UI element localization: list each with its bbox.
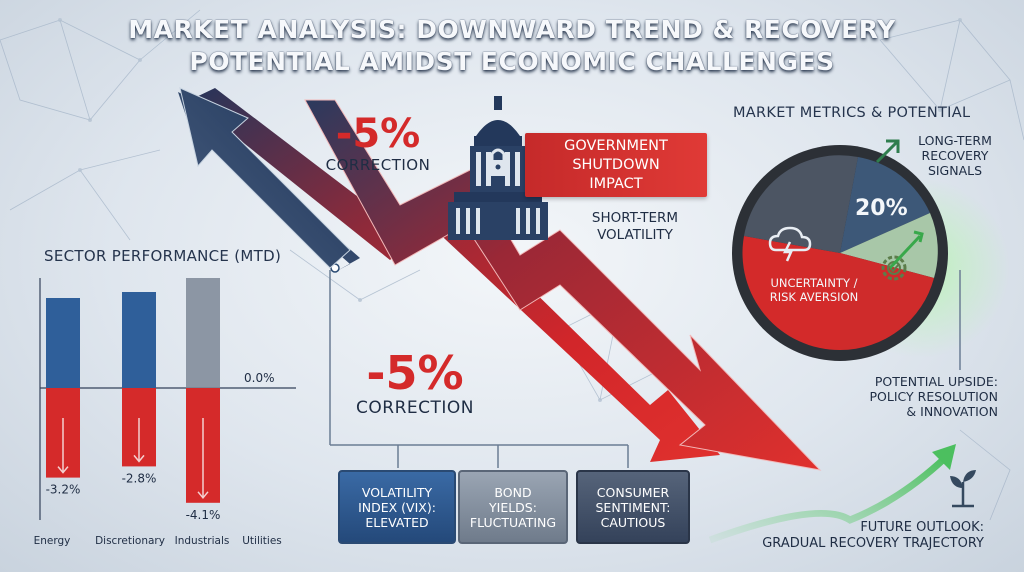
bar-upper-discretionary <box>122 292 156 388</box>
storm-cloud-icon <box>768 226 812 262</box>
sector-performance-chart: 0.0% -3.2% Energy -2.8% Discretionary -4.1% In… <box>34 278 296 547</box>
uncertainty-line-1: UNCERTAINTY / <box>770 276 858 290</box>
shutdown-impact-box: GOVERNMENT SHUTDOWN IMPACT <box>525 133 707 197</box>
sector-heading: SECTOR PERFORMANCE (MTD) <box>44 247 282 265</box>
downtrend-arrow-body <box>304 99 822 471</box>
consumer-line-1: CONSUMER <box>596 484 670 500</box>
long-term-line-1: LONG-TERM <box>918 133 992 148</box>
bar-value-label-energy: -3.2% <box>46 483 81 497</box>
long-term-signals: LONG-TERM RECOVERY SIGNALS <box>900 133 1010 178</box>
capitol-lock-icon <box>448 96 548 240</box>
correction-bottom-label: CORRECTION <box>356 398 474 418</box>
short-term-volatility: SHORT-TERM VOLATILITY <box>570 210 700 244</box>
short-term-line-2: VOLATILITY <box>597 227 673 243</box>
down-trend-arrow <box>190 88 720 462</box>
category-label-energy: Energy <box>34 535 71 547</box>
outlook-line-1: FUTURE OUTLOOK: <box>860 520 984 535</box>
vix-line-1: VOLATILITY <box>361 484 433 500</box>
correction-top-label: CORRECTION <box>325 156 431 174</box>
bar-upper-industrials <box>186 278 220 388</box>
consumer-line-3: CAUTIOUS <box>600 514 666 530</box>
correction-bottom-value: -5% <box>366 346 464 400</box>
uncertainty-text: UNCERTAINTY / RISK AVERSION <box>764 276 864 304</box>
zero-label: 0.0% <box>244 371 275 385</box>
up-arrow-icon <box>875 139 900 164</box>
pie-slice-green <box>840 213 938 278</box>
correction-bottom: -5% CORRECTION <box>345 348 485 418</box>
correction-top: -5% CORRECTION <box>318 112 438 174</box>
metrics-heading: MARKET METRICS & POTENTIAL <box>733 105 971 121</box>
category-label-industrials: Industrials <box>175 535 230 547</box>
upside-connector <box>959 270 961 370</box>
bar-value-label-discretionary: -2.8% <box>122 471 157 485</box>
metrics-pie-chart <box>732 145 1010 361</box>
title-line-2: POTENTIAL AMIDST ECONOMIC CHALLENGES <box>189 47 835 76</box>
vix-indicator-box: VOLATILITY INDEX (VIX): ELEVATED <box>338 470 456 544</box>
pie-slice-20 <box>840 157 930 253</box>
page-title: MARKET ANALYSIS: DOWNWARD TREND & RECOVE… <box>0 14 1024 78</box>
upside-line-1: POTENTIAL UPSIDE: <box>874 374 998 389</box>
upside-line-3: & INNOVATION <box>906 404 998 419</box>
bond-yields-box: BOND YIELDS: FLUCTUATING <box>458 470 568 544</box>
shutdown-line-2: SHUTDOWN <box>572 157 660 173</box>
long-term-line-3: SIGNALS <box>927 163 983 178</box>
bar-upper-energy <box>46 298 80 388</box>
uncertainty-line-2: RISK AVERSION <box>769 290 859 304</box>
consumer-sentiment-box: CONSUMER SENTIMENT: CAUTIOUS <box>576 470 690 544</box>
category-label-utilities: Utilities <box>242 535 282 547</box>
vix-line-3: ELEVATED <box>365 514 429 530</box>
title-line-1: MARKET ANALYSIS: DOWNWARD TREND & RECOVE… <box>128 15 896 44</box>
bar-value-label-industrials: -4.1% <box>186 508 221 522</box>
sprout-icon <box>950 470 976 508</box>
metrics-percent: 20% <box>855 196 908 221</box>
correction-top-value: -5% <box>335 111 421 157</box>
long-term-line-2: RECOVERY <box>921 148 989 163</box>
future-outlook: FUTURE OUTLOOK: GRADUAL RECOVERY TRAJECT… <box>760 520 984 552</box>
pie-slice-grey <box>744 155 858 253</box>
bond-line-3: FLUCTUATING <box>469 514 557 530</box>
shutdown-line-3: IMPACT <box>589 176 643 192</box>
category-label-discretionary: Discretionary <box>95 535 165 547</box>
upside-line-2: POLICY RESOLUTION <box>869 389 998 404</box>
bond-line-2: YIELDS: <box>489 499 537 515</box>
short-term-line-1: SHORT-TERM <box>591 210 679 226</box>
bond-line-1: BOND <box>494 484 532 500</box>
pie-slice-red-2 <box>840 253 934 351</box>
consumer-line-2: SENTIMENT: <box>595 499 671 515</box>
shutdown-line-1: GOVERNMENT <box>564 138 668 154</box>
recovery-trajectory-arrow <box>708 444 956 544</box>
potential-upside: POTENTIAL UPSIDE: POLICY RESOLUTION & IN… <box>848 374 998 419</box>
vix-line-2: INDEX (VIX): <box>358 499 436 515</box>
pie-slice-uncertainty <box>742 236 840 351</box>
outlook-line-2: GRADUAL RECOVERY TRAJECTORY <box>762 536 984 551</box>
